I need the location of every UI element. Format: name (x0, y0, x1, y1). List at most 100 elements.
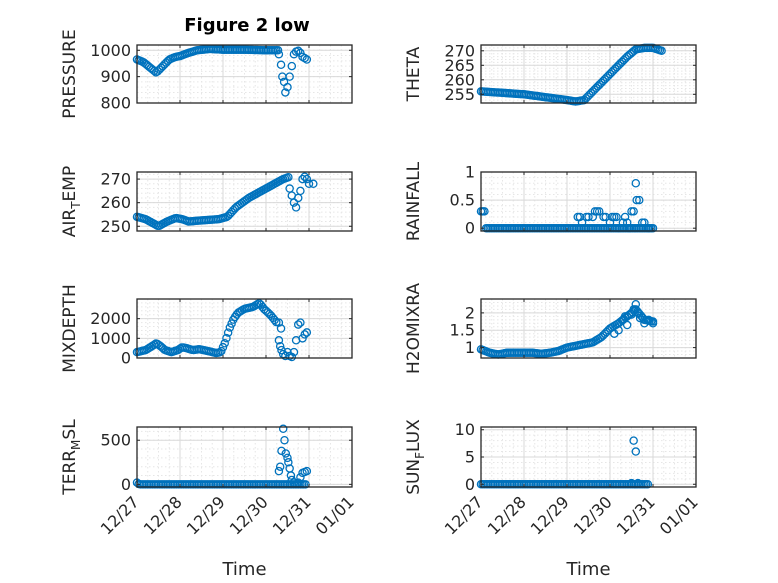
axes-box (480, 298, 697, 359)
data-point (289, 347, 299, 357)
y-tick-label: 1 (465, 163, 475, 182)
y-axis-label: RAINFALL (404, 161, 424, 241)
data-point (648, 319, 658, 328)
y-tick-label: 255 (444, 85, 475, 104)
y-tick-label: 800 (100, 94, 131, 113)
data-point (300, 172, 309, 181)
y-tick-label: 0 (121, 349, 131, 368)
data-point (622, 320, 632, 330)
y-axis-label: AIRTEMP (60, 166, 83, 237)
data-point (620, 212, 630, 222)
data-point (277, 345, 286, 355)
x-tick-label: 12/29 (527, 492, 573, 538)
data-point (274, 466, 284, 476)
y-axis-label: THETA (404, 46, 424, 102)
data-point (284, 172, 293, 182)
data-point (635, 313, 645, 323)
y-tick-label: 0.5 (450, 191, 475, 210)
data-point (285, 72, 294, 81)
y-tick-label: 1 (465, 338, 475, 357)
data-point (293, 320, 303, 329)
data-point (284, 458, 293, 467)
data-point (281, 88, 290, 97)
data-point (277, 446, 286, 456)
data-point (629, 436, 638, 445)
data-point (274, 336, 284, 345)
data-point (149, 66, 159, 76)
axes-box (136, 298, 353, 359)
data-point (632, 195, 641, 205)
y-tick-label: 10 (455, 420, 475, 439)
y-tick-label: 270 (444, 41, 475, 60)
data-point (614, 325, 623, 335)
x-tick-label: 12/27 (441, 492, 487, 538)
x-tick-label: 01/01 (656, 492, 702, 538)
y-tick-label: 250 (100, 217, 131, 236)
data-point (595, 207, 604, 216)
data-point (300, 330, 309, 339)
axes-box (480, 44, 697, 104)
y-tick-label: 1000 (90, 329, 131, 348)
x-tick-label: 12/27 (97, 492, 143, 538)
data-point (296, 473, 305, 482)
series-theta (476, 43, 666, 106)
data-point (614, 223, 623, 233)
y-tick-label: 5 (465, 448, 475, 467)
y-tick-label: 0 (465, 475, 475, 494)
y-axis-label: TERRMSL (60, 419, 83, 496)
y-tick-label: 0 (465, 219, 475, 238)
data-point (293, 478, 303, 487)
data-point (648, 223, 658, 233)
data-point (273, 46, 283, 55)
y-tick-label: 0 (121, 475, 131, 494)
data-point (657, 46, 666, 56)
data-point (287, 352, 297, 362)
data-point (633, 308, 643, 318)
axes-box (136, 171, 353, 232)
panel-rainfall: 0 0.5 1 RAINFALL (404, 161, 697, 241)
series-mixdepth (132, 298, 312, 362)
panel-pressure: 800 900 1000 PRESSURE (60, 29, 353, 119)
data-point (276, 60, 286, 70)
data-point (631, 447, 641, 456)
data-point (287, 61, 297, 71)
panel-sun_flux: 0 5 10 SUNFLUX 12/2712/2812/2912/3012/3101/0… (404, 419, 702, 580)
data-point (291, 203, 301, 212)
data-point (293, 46, 303, 56)
data-point (298, 174, 307, 184)
x-tick-label: 12/30 (226, 492, 272, 538)
axes-box (480, 171, 697, 232)
x-tick-label: 12/29 (183, 492, 229, 538)
y-tick-label: 2000 (90, 309, 131, 328)
data-point (622, 218, 632, 227)
data-point (289, 198, 299, 207)
x-tick-label: 12/31 (269, 492, 315, 538)
series-rainfall (476, 178, 658, 233)
data-point (625, 223, 634, 233)
panel-terr_msl: 0 500 TERRMSL 12/2712/2812/2912/3012/3101/0… (60, 419, 358, 580)
data-point (227, 319, 236, 328)
data-point (575, 212, 585, 222)
data-point (584, 212, 593, 222)
y-tick-label: 900 (100, 67, 131, 86)
data-point (309, 179, 318, 189)
data-point (217, 346, 226, 356)
data-point (283, 82, 292, 92)
y-tick-label: 265 (444, 56, 475, 75)
data-point (296, 318, 305, 327)
y-tick-label: 1000 (90, 41, 131, 60)
data-point (270, 315, 279, 325)
data-point (220, 338, 229, 348)
panel-air_temp: 250 260 270 AIRTEMP (60, 166, 353, 237)
x-tick-label: 12/28 (484, 492, 530, 538)
x-tick-label: 12/31 (613, 492, 659, 538)
data-point (577, 218, 587, 227)
data-point (296, 186, 305, 196)
data-point (640, 218, 649, 227)
data-point (278, 424, 288, 434)
y-axis-label: SUNFLUX (404, 419, 427, 495)
y-tick-label: 1.5 (450, 321, 475, 340)
